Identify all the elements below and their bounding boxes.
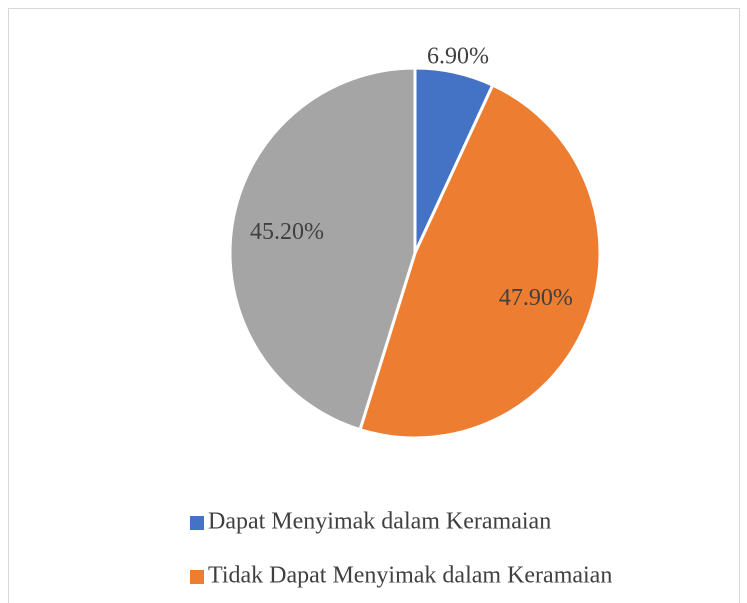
- legend-swatch: [190, 516, 204, 530]
- pie-slice: [358, 83, 602, 440]
- legend-label: Tidak Dapat Menyimak dalam Keramaian: [208, 563, 612, 589]
- data-label: 6.90%: [427, 43, 489, 69]
- data-label: 47.90%: [499, 285, 573, 311]
- legend-label: Dapat Menyimak dalam Keramaian: [208, 509, 551, 535]
- legend-swatch: [190, 570, 204, 584]
- data-label: 45.20%: [250, 219, 324, 245]
- pie-slice: [228, 66, 417, 432]
